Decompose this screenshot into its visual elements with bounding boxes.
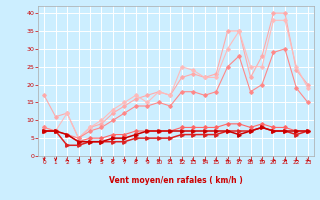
X-axis label: Vent moyen/en rafales ( km/h ): Vent moyen/en rafales ( km/h ): [109, 176, 243, 185]
